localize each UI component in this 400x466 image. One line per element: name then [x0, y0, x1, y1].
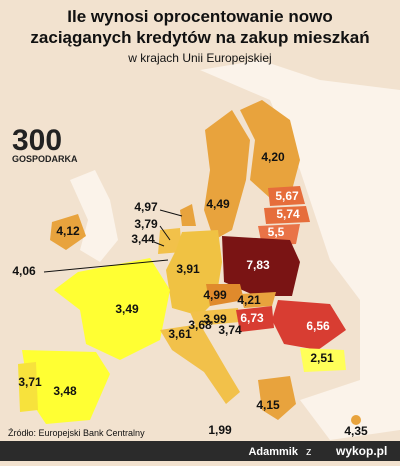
poland — [222, 236, 300, 296]
czechia — [206, 284, 244, 306]
uk — [70, 170, 118, 262]
rate-label: 4,97 — [134, 200, 158, 214]
logo-number: 300 — [12, 124, 62, 157]
subtitle: w krajach Unii Europejskiej — [127, 51, 271, 65]
denmark — [180, 204, 196, 226]
footer-author: Adammik — [248, 446, 298, 458]
footer-connector: z — [306, 446, 312, 458]
footer-site[interactable]: wykop.pl — [335, 444, 387, 458]
cyprus — [351, 415, 361, 425]
rate-label: 3,48 — [53, 384, 77, 398]
ireland — [50, 214, 86, 250]
rate-label: 1,99 — [208, 423, 232, 437]
hungary — [236, 306, 274, 332]
title-line: Ile wynosi oprocentowanie nowo — [67, 7, 332, 26]
rate-label: 4,35 — [344, 424, 368, 438]
rate-label: 4,06 — [12, 264, 36, 278]
source: Źródło: Europejski Bank Centralny — [8, 428, 145, 438]
rate-label: 3,61 — [168, 327, 192, 341]
rate-label: 4,20 — [261, 150, 285, 164]
italy — [160, 324, 240, 404]
rate-label: 5,5 — [268, 225, 285, 239]
leader-line — [153, 241, 165, 247]
leader-line — [43, 259, 169, 273]
finland — [240, 100, 300, 198]
sweden — [204, 110, 250, 240]
rate-label: 7,83 — [246, 258, 270, 272]
rate-label: 2,51 — [310, 351, 334, 365]
bulgaria — [300, 348, 346, 372]
rate-label: 4,21 — [237, 293, 261, 307]
rate-label: 3,71 — [18, 375, 42, 389]
non-eu-land — [200, 60, 400, 440]
rate-label: 3,74 — [218, 323, 242, 337]
france — [54, 258, 170, 360]
leader-line — [159, 209, 183, 217]
rate-label: 3,49 — [115, 302, 139, 316]
rate-label: 4,99 — [203, 288, 227, 302]
benelux — [158, 228, 182, 254]
rate-label: 4,49 — [206, 197, 230, 211]
rate-label: 5,74 — [276, 207, 300, 221]
rate-label: 5,67 — [275, 189, 299, 203]
rate-label: 3,79 — [134, 217, 158, 231]
rate-label: 6,56 — [306, 319, 330, 333]
austria — [190, 308, 240, 326]
slovakia — [240, 292, 276, 308]
rate-label: 3,91 — [176, 262, 200, 276]
rate-label: 3,99 — [203, 312, 227, 326]
estonia — [268, 186, 305, 206]
romania — [272, 300, 346, 350]
rate-label: 4,15 — [256, 398, 280, 412]
greece — [258, 376, 296, 420]
leader-line — [159, 225, 171, 241]
portugal — [18, 362, 38, 412]
rate-label: 3,68 — [188, 318, 212, 332]
rate-label: 4,12 — [56, 224, 80, 238]
rate-label: 6,73 — [240, 311, 264, 325]
latvia — [264, 206, 310, 224]
title-line: zaciąganych kredytów na zakup mieszkań — [30, 28, 369, 47]
spain — [22, 350, 110, 424]
logo-name: GOSPODARKA — [12, 154, 78, 164]
rate-label: 3,44 — [131, 232, 155, 246]
footer-bar — [0, 441, 400, 461]
